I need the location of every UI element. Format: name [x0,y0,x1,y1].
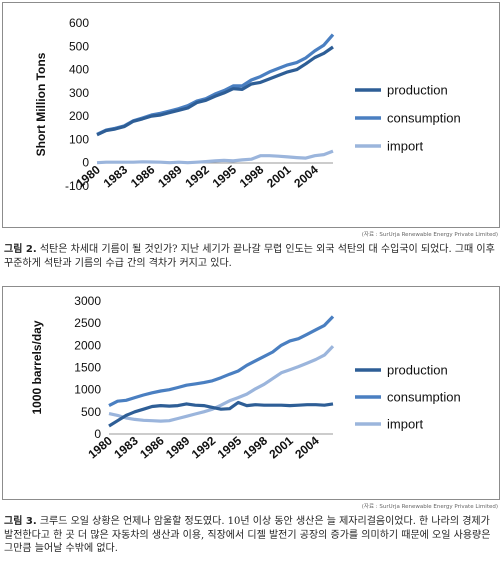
series-line-import [96,149,334,165]
chart-2-frame: 3000 2500 2000 1500 1000 500 0 1000 barrels/day… [2,286,500,500]
x-tick-label: 1980 [85,433,115,461]
legend-label-consumption: consumption [387,390,461,405]
x-tick-label: 2001 [264,162,294,190]
y-tick-label: 0 [94,427,101,441]
legend-label-production: production [387,363,448,378]
chart-1-frame: 600 500 400 300 200 100 0 -100 Short Million Ton… [2,2,500,228]
figure-3-caption: 그림 3. 크루드 오일 상황은 언제나 암울할 정도였다. 10년 이상 동안… [4,515,498,556]
x-tick-label: 2004 [291,162,321,190]
y-tick-label: 1500 [74,361,101,375]
series-line-consumption [108,315,335,408]
x-tick-label: 1989 [155,162,185,190]
caption-text: 크루드 오일 상황은 언제나 암울할 정도였다. 10년 이상 동안 생산은 늘… [4,516,491,554]
x-tick-label: 1992 [189,433,219,461]
y-axis-label: Short Million Tons [34,52,48,156]
chart-2: 3000 2500 2000 1500 1000 500 0 1000 barrels/day… [30,294,461,461]
y-tick-label: 300 [69,86,89,100]
x-tick-label: 1989 [163,433,193,461]
x-tick-label: 1983 [101,162,131,190]
x-tick-label: 1992 [182,162,212,190]
y-axis-label: 1000 barrels/day [30,320,44,414]
legend-label-consumption: consumption [387,111,461,126]
y-tick-label: 400 [69,63,89,77]
y-tick-label: 100 [69,132,89,146]
series-line-production [96,45,334,137]
chart-1-source: (자료 : SurUrja Renewable Energy Private L… [361,232,498,238]
series-line-production [108,400,334,428]
x-tick-label: 2004 [292,433,322,461]
x-tick-label: 1998 [241,433,271,461]
caption-label: 그림 3. [4,516,37,527]
y-tick-label: 500 [81,405,101,419]
series-line-consumption [96,33,335,136]
x-tick-label: 1983 [111,433,141,461]
x-tick-label: 1986 [128,162,158,190]
y-tick-label: 500 [69,39,89,53]
series-line-import [108,345,335,423]
y-tick-label: 3000 [74,294,101,308]
y-tick-label: -100 [65,179,89,193]
y-tick-label: 1000 [74,383,101,397]
legend-label-import: import [387,139,424,154]
x-tick-label: 1995 [210,162,240,190]
legend-label-production: production [387,83,448,98]
caption-text: 석탄은 차세대 기름이 될 것인가? 지난 세기가 끝나갈 무렵 인도는 외국 … [4,244,495,269]
figure-2-caption: 그림 2. 석탄은 차세대 기름이 될 것인가? 지난 세기가 끝나갈 무렵 인… [4,243,498,270]
y-tick-label: 2000 [74,338,101,352]
chart-2-source: (자료 : SurUrja Renewable Energy Private L… [361,504,498,510]
y-tick-label: 600 [69,16,89,30]
x-tick-label: 1998 [237,162,267,190]
caption-label: 그림 2. [4,244,37,255]
x-tick-label: 1995 [215,433,245,461]
y-tick-label: 200 [69,109,89,123]
y-tick-label: 0 [82,156,89,170]
y-tick-label: 2500 [74,316,101,330]
x-tick-label: 2001 [266,433,296,461]
chart-1: 600 500 400 300 200 100 0 -100 Short Million Ton… [34,16,461,193]
x-tick-label: 1986 [137,433,167,461]
legend-label-import: import [387,417,424,432]
